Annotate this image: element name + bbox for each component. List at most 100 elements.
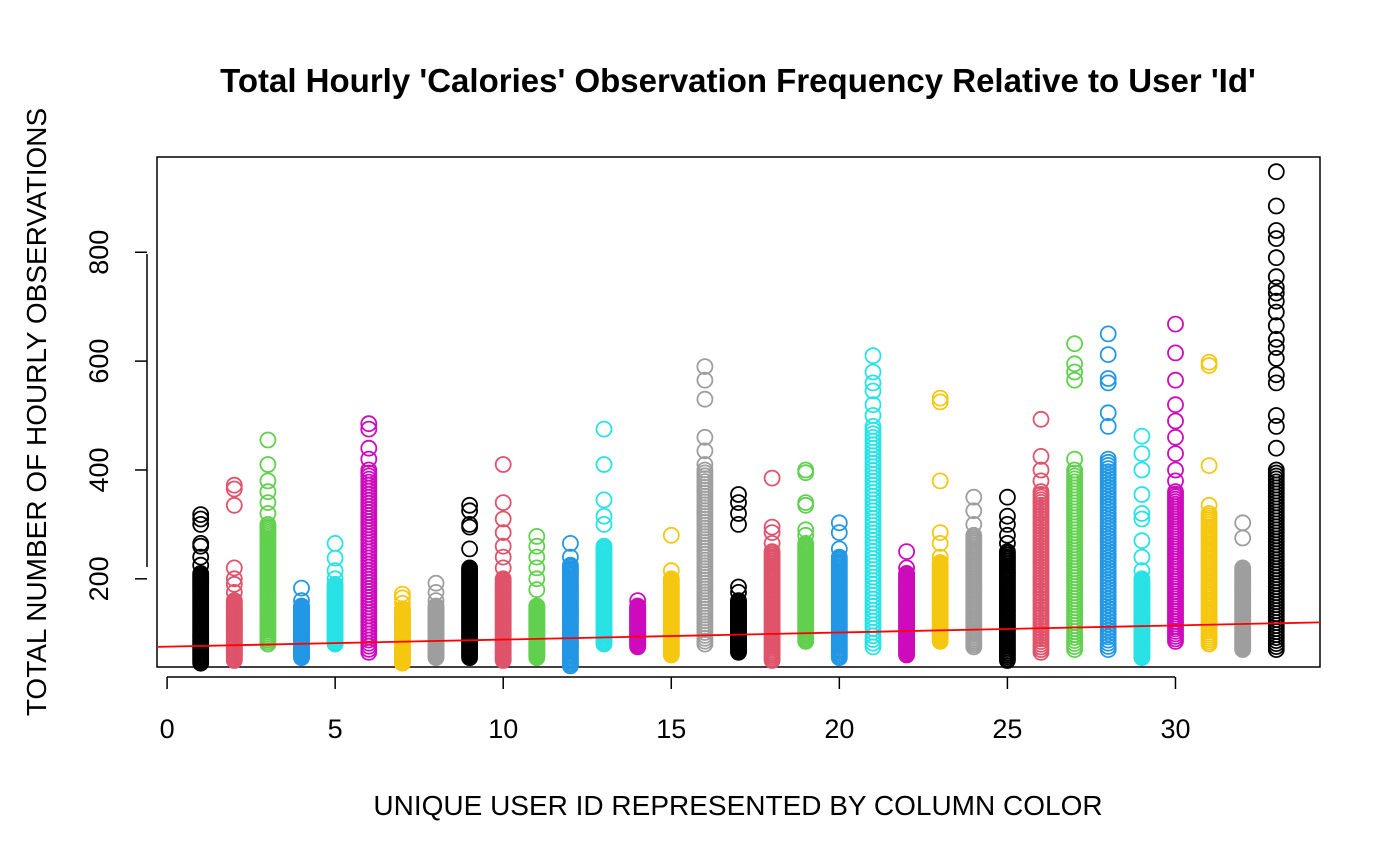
data-point: [393, 585, 411, 603]
user-column-27: [1066, 335, 1083, 658]
data-point: [427, 592, 445, 609]
data-point: [999, 526, 1016, 544]
data-point: [1167, 445, 1184, 463]
data-point: [1267, 303, 1285, 321]
data-point: [427, 574, 445, 592]
data-point: [225, 559, 243, 577]
trend-line: [156, 621, 1321, 648]
data-point: [461, 516, 479, 533]
data-point: [1234, 559, 1252, 577]
data-point: [494, 537, 512, 555]
data-point: [999, 535, 1016, 552]
x-tick-label: 20: [824, 714, 854, 744]
user-column-18: [763, 469, 781, 669]
data-point: [1267, 284, 1285, 302]
data-point: [1066, 335, 1083, 353]
data-point: [696, 371, 714, 389]
data-point: [259, 456, 277, 473]
data-point: [696, 461, 714, 479]
data-point: [225, 575, 243, 593]
data-point: [192, 556, 210, 574]
data-point: [898, 565, 915, 582]
data-point: [259, 494, 277, 512]
data-point: [1133, 548, 1151, 566]
data-point: [763, 524, 781, 541]
user-column-20: [830, 514, 848, 667]
user-column-4: [293, 579, 310, 667]
data-point: [1167, 472, 1184, 490]
data-point: [629, 592, 647, 609]
x-tick-label: 15: [656, 714, 686, 744]
x-axis: 0 5 10 15 20 25 30: [160, 676, 1190, 744]
data-point: [427, 597, 445, 615]
data-point: [461, 540, 479, 558]
data-point: [797, 461, 815, 479]
data-point: [1200, 457, 1218, 475]
data-point: [730, 486, 747, 503]
data-point: [192, 510, 210, 528]
data-point: [326, 535, 344, 552]
data-point: [595, 537, 613, 555]
data-point: [1267, 163, 1285, 181]
x-tick-label: 25: [992, 714, 1022, 744]
data-point: [528, 548, 546, 566]
data-point: [1267, 339, 1285, 356]
data-point: [864, 374, 882, 392]
data-point: [595, 420, 613, 438]
data-point: [830, 540, 848, 558]
data-point: [360, 415, 378, 433]
data-point: [763, 518, 781, 536]
data-point: [797, 521, 815, 539]
data-point: [225, 496, 243, 514]
data-point: [1133, 461, 1151, 479]
data-point: [999, 507, 1016, 525]
data-point: [797, 535, 815, 552]
data-point: [999, 543, 1016, 560]
data-point: [259, 516, 277, 533]
data-point: [393, 589, 411, 607]
data-point: [1133, 427, 1151, 445]
data-point: [1267, 374, 1285, 392]
data-point: [763, 535, 781, 552]
data-point: [1099, 450, 1117, 468]
user-column-6: [360, 415, 378, 661]
user-column-8: [427, 574, 445, 667]
data-point: [192, 535, 210, 552]
data-point: [1133, 486, 1151, 503]
data-point: [1066, 363, 1083, 381]
plot-frame: [156, 156, 1321, 668]
data-point: [1167, 344, 1184, 362]
data-point: [999, 516, 1016, 533]
data-point: [1200, 505, 1218, 522]
data-point: [1066, 450, 1083, 468]
user-column-1: [192, 506, 210, 672]
data-point: [864, 417, 882, 435]
user-column-23: [931, 389, 949, 650]
data-point: [595, 516, 613, 533]
data-point: [259, 431, 277, 449]
data-point: [931, 548, 949, 566]
data-point: [864, 396, 882, 414]
data-point: [1167, 483, 1184, 501]
data-point: [730, 578, 747, 596]
data-point: [1032, 472, 1050, 490]
data-point: [528, 559, 546, 577]
data-point: [494, 570, 512, 588]
data-point: [225, 480, 243, 498]
data-point: [864, 347, 882, 365]
data-point: [730, 494, 747, 512]
user-column-14: [629, 592, 647, 656]
data-point: [965, 488, 983, 506]
user-column-30: [1167, 315, 1184, 650]
data-point: [360, 439, 378, 457]
user-column-25: [999, 488, 1016, 669]
data-point: [1133, 532, 1151, 550]
data-point: [763, 469, 781, 487]
data-point: [595, 507, 613, 525]
data-point: [1066, 355, 1083, 373]
data-point: [595, 456, 613, 473]
data-point: [562, 556, 579, 574]
data-point: [1234, 529, 1252, 547]
data-point: [931, 524, 949, 541]
